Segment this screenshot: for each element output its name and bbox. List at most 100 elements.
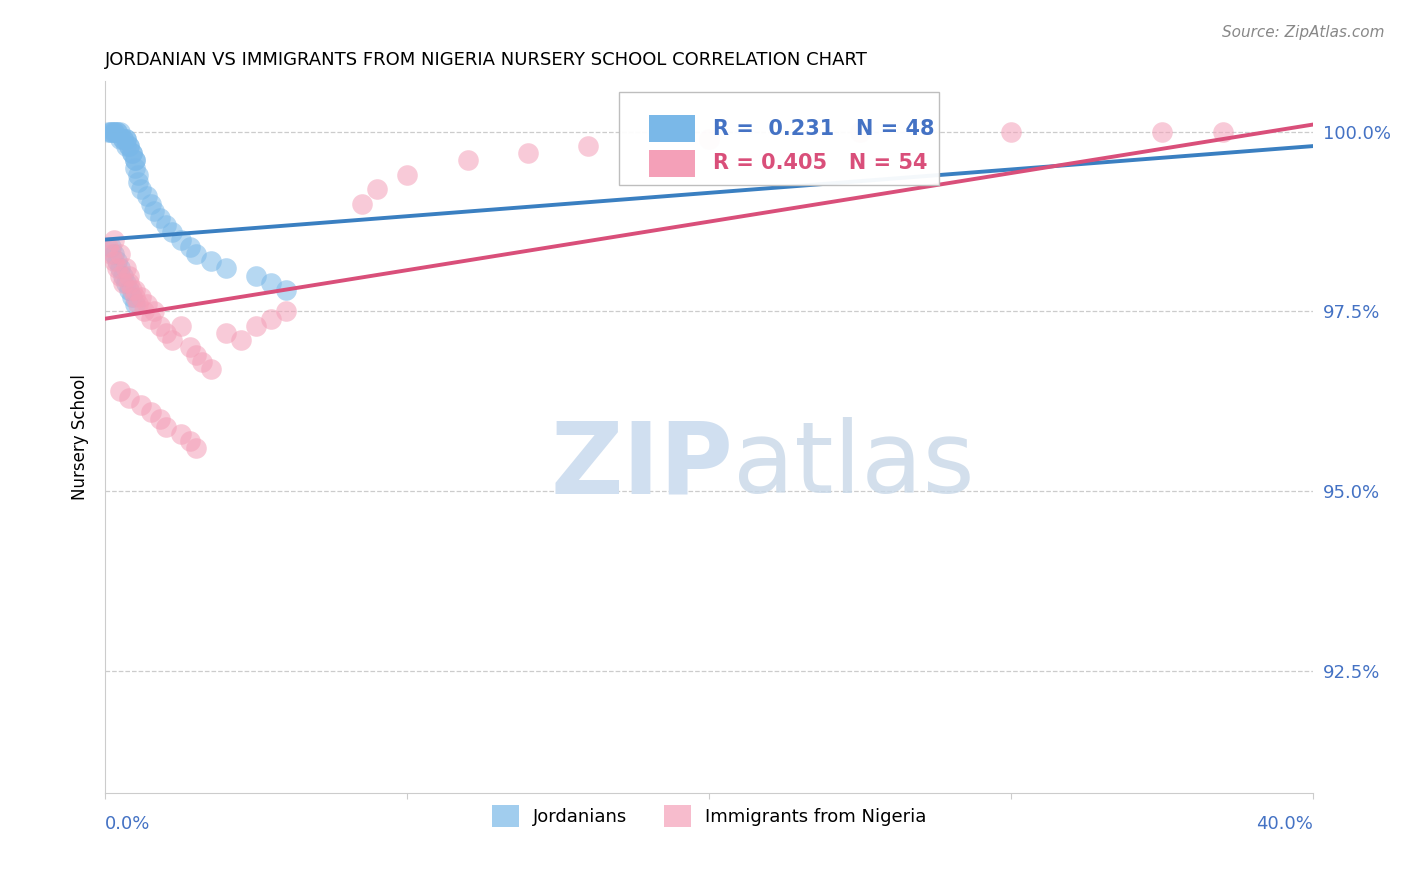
Point (118, 268, 141, 283)
Point (849, 125, 872, 139)
Point (1212, 125, 1234, 139)
Point (366, 182, 388, 196)
Point (124, 153, 146, 168)
Point (124, 153, 146, 168)
Point (100, 247, 122, 261)
Y-axis label: Nursery School: Nursery School (72, 375, 89, 500)
Point (134, 304, 156, 318)
Point (103, 125, 125, 139)
Point (112, 276, 135, 290)
Point (184, 441, 207, 455)
Text: ZIP: ZIP (551, 417, 734, 515)
Text: JORDANIAN VS IMMIGRANTS FROM NIGERIA NURSERY SCHOOL CORRELATION CHART: JORDANIAN VS IMMIGRANTS FROM NIGERIA NUR… (105, 51, 868, 69)
Point (139, 196, 162, 211)
Point (160, 226, 183, 240)
Point (121, 146, 143, 161)
Point (118, 283, 141, 297)
Legend: Jordanians, Immigrants from Nigeria: Jordanians, Immigrants from Nigeria (485, 797, 934, 834)
Point (115, 276, 138, 290)
Point (110, 247, 132, 261)
Point (110, 125, 132, 139)
Point (184, 348, 207, 362)
Point (118, 139, 141, 153)
Point (396, 168, 419, 182)
Point (105, 125, 128, 139)
Point (245, 318, 267, 333)
Point (1152, 125, 1174, 139)
Point (697, 132, 720, 146)
Point (179, 240, 201, 254)
Point (100, 125, 122, 139)
Point (517, 146, 540, 161)
Point (100, 125, 122, 139)
Point (1000, 125, 1022, 139)
Point (260, 311, 283, 326)
Text: 0.0%: 0.0% (105, 815, 150, 833)
Point (131, 182, 153, 196)
Point (97, 240, 120, 254)
Point (142, 304, 165, 318)
Point (97, 125, 120, 139)
Point (215, 326, 238, 340)
Point (131, 290, 153, 304)
Point (112, 268, 135, 283)
Text: R =  0.231   N = 48: R = 0.231 N = 48 (713, 119, 935, 139)
Point (578, 139, 600, 153)
Point (191, 355, 214, 369)
Point (124, 283, 146, 297)
Text: R = 0.405   N = 54: R = 0.405 N = 54 (713, 153, 928, 173)
Point (110, 132, 132, 146)
Point (118, 276, 141, 290)
Point (245, 268, 267, 283)
Point (112, 132, 135, 146)
Point (124, 297, 146, 311)
Point (350, 196, 373, 211)
Point (121, 290, 143, 304)
Point (148, 412, 170, 426)
Point (105, 125, 128, 139)
Point (136, 297, 159, 311)
Point (121, 283, 143, 297)
Point (131, 398, 153, 412)
Point (115, 139, 138, 153)
Point (115, 261, 138, 276)
Point (215, 261, 238, 276)
Point (121, 146, 143, 161)
Text: 40.0%: 40.0% (1257, 815, 1313, 833)
Point (170, 318, 193, 333)
Point (100, 240, 122, 254)
Point (118, 139, 141, 153)
Point (155, 419, 177, 434)
Point (112, 132, 135, 146)
Point (170, 233, 193, 247)
Point (127, 168, 149, 182)
Point (110, 261, 132, 276)
Point (148, 211, 170, 225)
Point (155, 218, 177, 232)
Point (170, 426, 193, 441)
Point (115, 132, 138, 146)
Point (110, 384, 132, 398)
Point (148, 318, 170, 333)
Point (229, 333, 252, 347)
Point (179, 434, 201, 448)
Point (276, 304, 298, 318)
Point (103, 125, 125, 139)
Point (155, 326, 177, 340)
Point (103, 233, 125, 247)
Text: Source: ZipAtlas.com: Source: ZipAtlas.com (1222, 25, 1385, 40)
Point (127, 297, 149, 311)
Bar (648, 150, 695, 177)
Point (118, 391, 141, 405)
Point (139, 311, 162, 326)
FancyBboxPatch shape (619, 92, 939, 185)
Point (200, 254, 222, 268)
Point (103, 247, 125, 261)
Point (105, 254, 128, 268)
Text: atlas: atlas (734, 417, 974, 515)
Point (200, 362, 222, 376)
Point (103, 254, 125, 268)
Point (179, 341, 201, 355)
Point (160, 333, 183, 347)
Point (124, 290, 146, 304)
